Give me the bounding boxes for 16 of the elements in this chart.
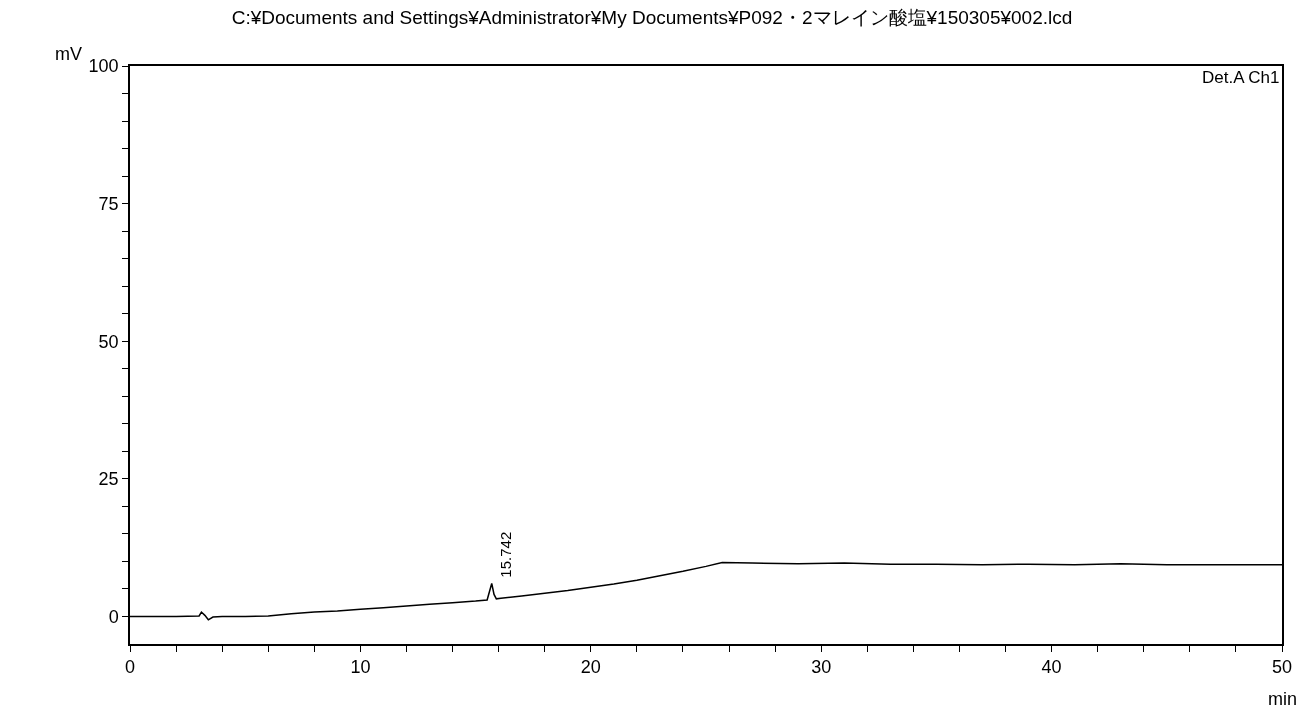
y-tick-label: 100 — [88, 56, 119, 77]
annotation: Det.A Ch1 — [1202, 68, 1280, 87]
x-tick-label: 10 — [350, 657, 371, 678]
x-tick-label: 30 — [811, 657, 832, 678]
x-tick-label: 20 — [580, 657, 601, 678]
y-tick-label: 25 — [98, 469, 119, 490]
x-tick-label: 0 — [124, 657, 136, 678]
y-tick-label: 75 — [98, 193, 119, 214]
x-tick-label: 40 — [1041, 657, 1062, 678]
y-tick-label: 50 — [98, 331, 119, 352]
annotation: 15.742 — [496, 531, 514, 578]
x-axis-title: min — [1268, 689, 1298, 709]
x-tick-label: 50 — [1271, 657, 1293, 678]
y-axis-title: mV — [55, 44, 82, 64]
chart-title: C:¥Documents and Settings¥Administrator¥My Documents¥P092・2マレイン酸塩¥150305¥002.lcd — [231, 7, 1073, 29]
y-tick-label: 0 — [108, 606, 119, 627]
